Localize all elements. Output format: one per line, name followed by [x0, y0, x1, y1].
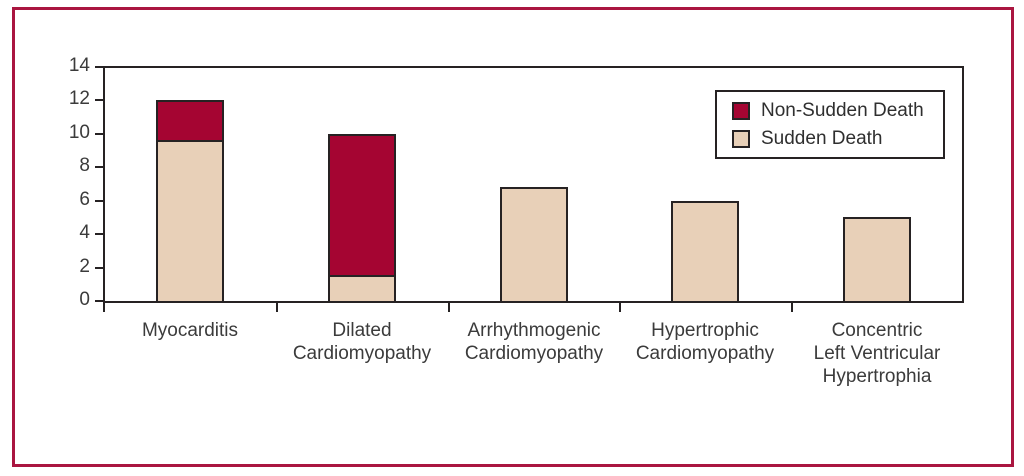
legend-label-non-sudden-death: Non-Sudden Death [761, 99, 924, 121]
y-axis-tick-label: 8 [79, 155, 90, 177]
y-axis-tick [95, 99, 104, 102]
bar-concentric [843, 217, 911, 301]
x-axis-label-arrhythmogenic: Arrhythmogenic Cardiomyopathy [464, 320, 604, 364]
x-axis-tick [276, 303, 278, 312]
y-axis-tick-label: 6 [79, 188, 90, 210]
y-axis-tick [95, 300, 104, 302]
x-axis-tick [448, 303, 450, 312]
bar-segment-sudden-death-dilated [330, 277, 394, 301]
x-axis-tick [619, 303, 621, 312]
bar-segment-sudden-death-myocarditis [158, 142, 222, 301]
legend-item-non-sudden-death: Non-Sudden Death [732, 100, 943, 122]
y-axis-tick [95, 233, 104, 236]
y-axis-tick-label: 2 [79, 255, 90, 277]
legend-label-sudden-death: Sudden Death [761, 127, 883, 149]
bar-hypertrophic [671, 201, 739, 301]
y-axis-tick [95, 199, 104, 202]
bar-segment-non-sudden-death-myocarditis [158, 102, 222, 142]
y-axis-tick-label: 12 [68, 88, 90, 110]
bar-arrhythmogenic [500, 187, 568, 301]
y-axis-tick [95, 266, 104, 269]
bar-segment-sudden-death-arrhythmogenic [502, 189, 566, 301]
y-axis-tick-label: 0 [79, 289, 90, 310]
legend: Non-Sudden Death Sudden Death [715, 90, 945, 159]
bar-segment-sudden-death-hypertrophic [673, 203, 737, 301]
legend-swatch-non-sudden-death [732, 101, 750, 120]
y-axis-tick-label: 10 [68, 121, 90, 143]
x-axis-origin-tick [103, 303, 105, 312]
x-axis-tick [791, 303, 793, 312]
bar-segment-sudden-death-concentric [845, 219, 909, 301]
bar-segment-non-sudden-death-dilated [330, 136, 394, 277]
y-axis-tick [95, 166, 104, 169]
y-axis-tick-label: 14 [68, 55, 90, 76]
y-axis-tick [95, 66, 104, 68]
x-axis-label-hypertrophic: Hypertrophic Cardiomyopathy [635, 320, 775, 364]
x-axis-label-myocarditis: Myocarditis [141, 320, 239, 341]
x-axis-label-dilated: Dilated Cardiomyopathy [292, 320, 432, 364]
legend-swatch-sudden-death [732, 129, 750, 148]
x-axis-label-concentric: Concentric Left Ventricular Hypertrophia [813, 320, 941, 387]
y-axis-tick-label: 4 [79, 222, 90, 244]
bar-myocarditis [156, 100, 224, 301]
legend-item-sudden-death: Sudden Death [732, 128, 943, 150]
y-axis-tick [95, 132, 104, 135]
bar-dilated [328, 134, 396, 301]
